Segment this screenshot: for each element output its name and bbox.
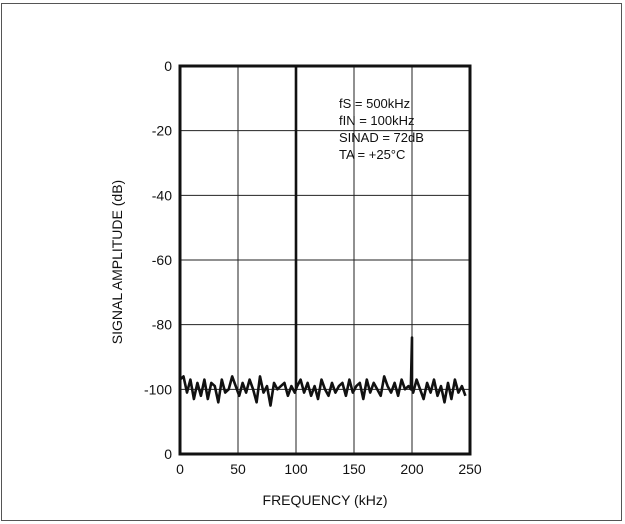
y-tick-labels: 0 -20 -40 -60 -80 -100 0 [144, 58, 172, 462]
annotation-sinad: SINAD = 72dB [339, 130, 424, 145]
signal-trace-line [179, 64, 467, 407]
y-tick-label: -20 [152, 123, 172, 139]
x-tick-label: 0 [176, 461, 184, 477]
figure-frame [1, 3, 622, 521]
x-tick-label: 50 [230, 461, 246, 477]
y-tick-label: 0 [164, 446, 172, 462]
y-tick-label: 0 [164, 58, 172, 74]
plot-border [178, 64, 472, 456]
x-axis-label: FREQUENCY (kHz) [263, 492, 388, 508]
annotation-fin: fIN = 100kHz [339, 113, 415, 128]
grid-lines [180, 66, 470, 454]
x-tick-label: 250 [458, 461, 482, 477]
y-tick-label: -60 [152, 252, 172, 268]
x-tick-label: 100 [284, 461, 308, 477]
annotation-ta: TA = +25°C [339, 147, 405, 162]
x-tick-label: 200 [400, 461, 424, 477]
x-tick-labels: 0 50 100 150 200 250 [176, 461, 482, 477]
y-axis-label: SIGNAL AMPLITUDE (dB) [109, 180, 125, 344]
conditions-annotation: fS = 500kHz fIN = 100kHz SINAD = 72dB TA… [339, 96, 424, 162]
y-tick-label: -80 [152, 317, 172, 333]
y-tick-label: -40 [152, 187, 172, 203]
signal-trace [179, 64, 467, 407]
y-tick-label: -100 [144, 381, 172, 397]
annotation-fs: fS = 500kHz [339, 96, 410, 111]
x-tick-label: 150 [342, 461, 366, 477]
